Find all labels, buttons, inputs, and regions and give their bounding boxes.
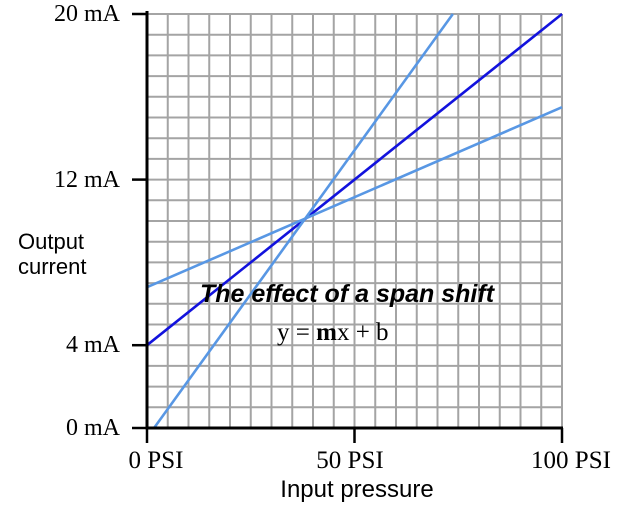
y-tick-label-0ma: 0 mA <box>66 415 120 441</box>
x-tick-label-50psi: 50 PSI <box>316 447 384 474</box>
x-axis-title: Input pressure <box>280 476 434 503</box>
x-tick-label-100psi: 100 PSI <box>531 447 611 474</box>
series-span-shift-steeper <box>153 13 454 429</box>
series-original-span <box>146 12 563 347</box>
y-tick-label-4ma: 4 mA <box>66 332 120 358</box>
formula-pre: y = <box>277 319 317 346</box>
formula-post: x + b <box>336 319 389 346</box>
formula: y = mx + b <box>277 320 389 346</box>
y-tick-label-12ma: 12 mA <box>54 167 120 193</box>
y-axis-title: Output current <box>18 229 87 279</box>
chart-title: The effect of a span shift <box>199 280 495 308</box>
formula-m: m <box>316 319 337 346</box>
x-tick-label-0psi: 0 PSI <box>128 447 184 474</box>
y-tick-label-20ma: 20 mA <box>54 1 120 27</box>
series-span-shift-shallower <box>146 105 563 289</box>
